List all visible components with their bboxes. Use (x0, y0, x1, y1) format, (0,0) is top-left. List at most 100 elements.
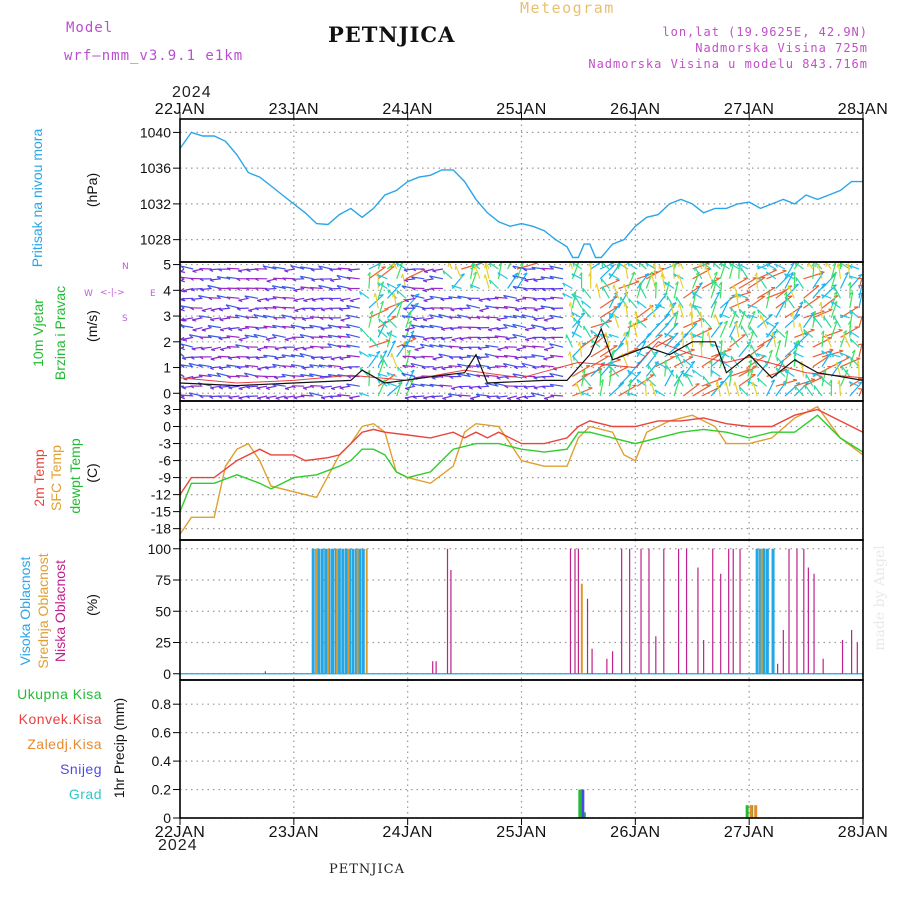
wind-arrow-head (309, 345, 314, 349)
wind-arrow (477, 385, 490, 388)
wind-arrow (392, 262, 398, 270)
wind-arrow-head (256, 348, 262, 352)
wind-arrow-head (757, 309, 760, 314)
wind-arrow (377, 281, 385, 299)
wind-arrow-head (837, 380, 840, 385)
wind-arrow-head (336, 274, 341, 279)
wind-arrow (803, 298, 814, 309)
model-label: Model (66, 20, 114, 36)
wind-arrow (666, 295, 675, 309)
wind-arrow-head (790, 262, 795, 266)
wind-arrow (749, 326, 758, 338)
wind-arrow-head (731, 294, 736, 297)
wind-arrow-head (337, 345, 342, 349)
wind-arrow-head (644, 272, 649, 276)
wind-arrow-head (711, 279, 714, 284)
wind-arrow-head (828, 379, 833, 384)
wind-arrow-head (533, 279, 538, 283)
wind-arrow (346, 333, 360, 338)
wind-arrow-head (756, 353, 760, 357)
y-tick-label: 0.8 (152, 696, 172, 712)
wind-arrow-head (698, 262, 702, 267)
wind-arrow-head (451, 387, 456, 391)
wind-arrow-head (541, 267, 546, 272)
wind-arrow-head (691, 333, 696, 338)
wind-arrow-head (451, 339, 456, 342)
wind-arrow (516, 395, 527, 399)
wind-arrow-head (440, 338, 446, 341)
wind-arrow-head (551, 307, 556, 311)
wind-arrow-head (319, 317, 324, 321)
wind-arrow-head (448, 296, 453, 300)
y-tick-label: 1 (163, 360, 171, 376)
wind-arrow-head (821, 283, 826, 286)
wind-arrow-head (301, 307, 306, 311)
wind-arrow-head (524, 396, 529, 400)
y-tick-label: 0.6 (152, 725, 172, 741)
wind-arrow (627, 271, 636, 289)
wind-arrow-head (494, 355, 499, 359)
wind-arrow (675, 296, 684, 309)
wind-arrow-head (401, 344, 406, 348)
compass-w: W (84, 289, 93, 299)
wind-arrow (849, 338, 860, 348)
wind-arrow-head (503, 355, 508, 359)
wind-arrow-head (858, 381, 863, 384)
wind-arrow-head (522, 307, 527, 311)
wind-arrow-head (695, 383, 700, 385)
wind-arrow-head (830, 300, 834, 305)
wind-arrow-head (272, 306, 277, 310)
wind-arrow-head (386, 372, 390, 376)
wind-arrow (636, 318, 647, 329)
wind-arrow (282, 277, 296, 280)
wind-arrow-head (308, 392, 313, 396)
wind-arrow (377, 301, 384, 318)
wind-arrow-head (375, 272, 379, 277)
wind-arrow-head (799, 301, 804, 305)
wind-arrow-head (477, 357, 482, 360)
wind-arrow-head (789, 271, 794, 276)
wind-arrow-head (665, 365, 668, 370)
wind-arrow (439, 384, 453, 387)
wind-arrow-head (523, 356, 528, 360)
wind-arrow-head (484, 382, 489, 387)
wind-arrow (503, 323, 518, 329)
wind-arrow-head (402, 355, 407, 359)
wind-arrow-head (408, 320, 412, 324)
wind-arrow (733, 284, 740, 299)
wind-arrow-head (180, 265, 185, 270)
wind-arrow (293, 297, 305, 301)
wind-arrow (608, 369, 612, 387)
wind-arrow (549, 343, 564, 348)
wind-arrow-head (256, 397, 262, 400)
wind-arrow-head (220, 348, 225, 352)
compass-e: E (150, 289, 156, 299)
wind-arrow-head (216, 372, 221, 377)
wind-arrow-head (340, 319, 345, 322)
wind-arrow-head (238, 299, 243, 303)
wind-arrow-head (181, 298, 186, 302)
wind-arrow (516, 262, 524, 280)
wind-arrow (210, 307, 222, 311)
wind-arrow (263, 354, 277, 358)
wind-arrow (635, 311, 638, 328)
wind-arrow-head (432, 270, 437, 273)
wind-arrow (655, 282, 657, 299)
wind-arrow (691, 333, 702, 338)
wind-arrow (523, 385, 536, 388)
wind-arrow-head (710, 369, 714, 374)
wind-arrow-head (469, 284, 474, 289)
wind-arrow (522, 296, 536, 299)
wind-arrow-head (329, 307, 334, 311)
wind-arrow (839, 314, 850, 319)
wind-arrow-head (503, 315, 508, 319)
wind-arrow-head (581, 376, 584, 381)
wind-arrow (377, 373, 388, 378)
wind-arrow-head (210, 358, 215, 361)
wind-arrow (244, 334, 259, 338)
wind-arrow (678, 303, 684, 318)
wind-arrow-head (226, 364, 231, 368)
wind-arrow-head (485, 374, 490, 378)
wind-arrow-head (677, 303, 680, 308)
wind-arrow (636, 378, 647, 387)
